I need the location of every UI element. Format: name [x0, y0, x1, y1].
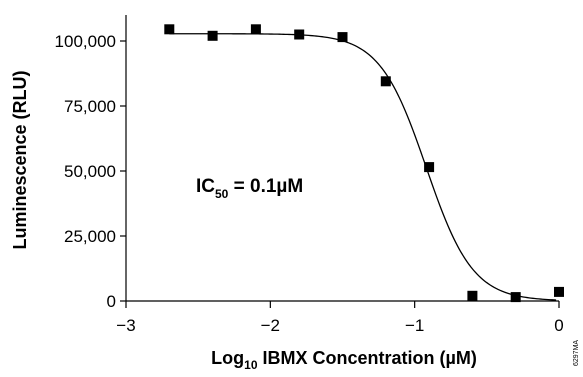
y-tick-label: 0 [107, 292, 116, 311]
data-point [207, 30, 218, 41]
y-tick-label: 25,000 [64, 227, 116, 246]
data-point [294, 29, 305, 40]
figure-id-label: 6297MA [573, 340, 580, 366]
axes [125, 15, 559, 302]
x-tick-label: 0 [554, 316, 563, 335]
y-tick-label: 100,000 [55, 32, 116, 51]
data-point [250, 24, 261, 35]
x-ticks: −3 −2 −1 0 [116, 301, 564, 335]
data-points [164, 24, 564, 303]
ic50-annotation-subscript: 50 [215, 187, 229, 201]
ic50-annotation-suffix: = 0.1µM [228, 176, 303, 197]
y-axis-title: Luminescence (RLU) [10, 70, 30, 249]
data-point [554, 286, 564, 297]
data-point [424, 162, 435, 173]
x-tick-label: −2 [261, 316, 280, 335]
y-tick-label: 50,000 [64, 162, 116, 181]
fit-curve [169, 33, 557, 301]
data-point [467, 290, 478, 301]
x-tick-label: −1 [405, 316, 424, 335]
x-axis-title-rest: IBMX Concentration (µM) [258, 348, 477, 368]
x-axis-title: Log10 IBMX Concentration (µM) [211, 348, 477, 372]
data-point [337, 32, 348, 43]
ic50-annotation-prefix: IC [196, 176, 215, 197]
y-ticks: 0 25,000 50,000 75,000 100,000 [55, 32, 126, 311]
data-point [164, 24, 175, 35]
data-point [510, 292, 521, 303]
y-tick-label: 75,000 [64, 97, 116, 116]
data-point [380, 76, 391, 87]
ic50-annotation: IC50 = 0.1µM [196, 176, 303, 201]
x-axis-title-main: Log [211, 348, 244, 368]
x-tick-label: −3 [116, 316, 135, 335]
x-axis-title-subscript: 10 [244, 358, 258, 372]
